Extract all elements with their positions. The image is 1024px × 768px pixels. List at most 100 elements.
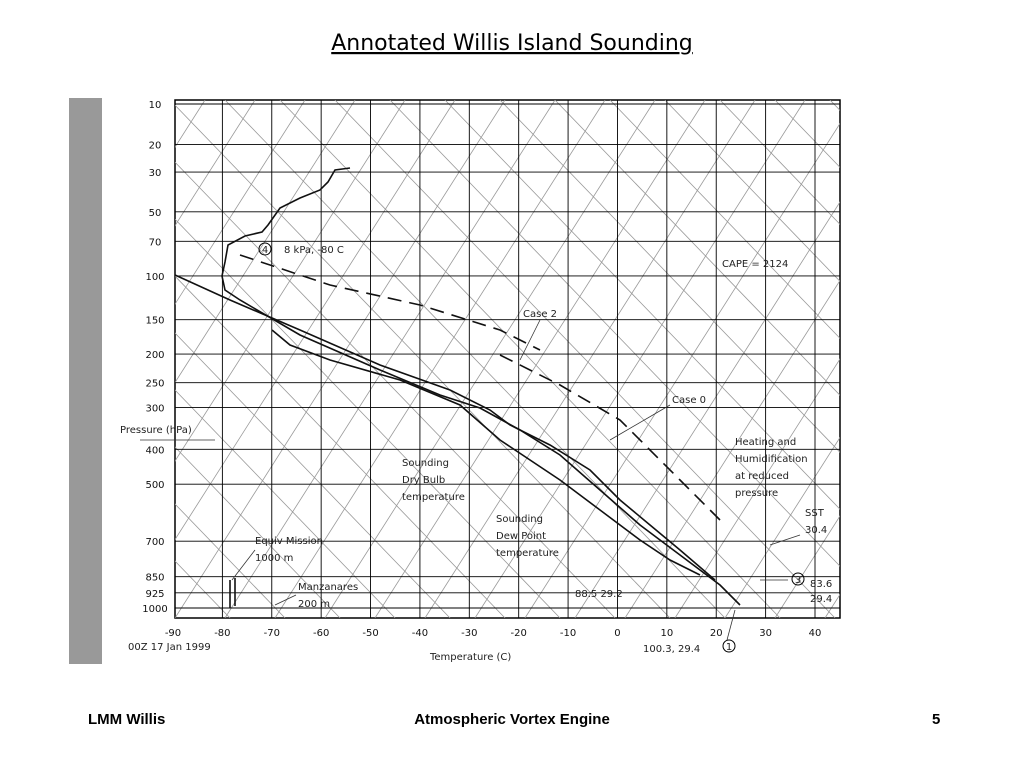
x-tick-label: 30 <box>759 628 772 639</box>
skew-line <box>875 100 1024 618</box>
skew-line <box>175 100 506 618</box>
adiabat-line <box>279 100 781 618</box>
x-tick-label: -10 <box>560 628 576 639</box>
x-axis-label: Temperature (C) <box>429 652 511 663</box>
skew-line <box>274 100 606 618</box>
skew-line <box>175 100 356 384</box>
label: 4 <box>262 245 268 256</box>
case2 <box>239 254 541 351</box>
y-tick-label: 925 <box>145 589 164 600</box>
y-tick-label: 100 <box>145 272 164 283</box>
skew-line <box>175 100 456 541</box>
adiabat-line <box>940 100 1024 618</box>
label: Sounding <box>496 514 543 525</box>
circle-4 <box>258 242 272 256</box>
x-tick-label: 0 <box>614 628 620 639</box>
x-tick-label: -90 <box>165 628 181 639</box>
y-axis-label: Pressure (hPa) <box>120 425 192 436</box>
label: temperature <box>496 548 559 559</box>
x-tick-label: -30 <box>461 628 477 639</box>
adiabat-line <box>774 100 840 168</box>
y-tick-label: 300 <box>145 403 164 414</box>
label: Case 2 <box>523 309 557 320</box>
label: 88.5 29.2 <box>575 589 623 600</box>
adiabat-line <box>829 100 840 111</box>
adiabat-line <box>175 446 341 618</box>
skew-line <box>324 100 656 618</box>
x-tick-label: -80 <box>214 628 230 639</box>
adiabat-line <box>175 332 451 618</box>
footer-center: Atmospheric Vortex Engine <box>414 711 610 728</box>
y-tick-label: 30 <box>149 168 162 179</box>
skew-line <box>975 100 1024 618</box>
date: 00Z 17 Jan 1999 <box>128 642 211 653</box>
x-tick-label: -60 <box>313 628 329 639</box>
circle-3 <box>791 572 805 586</box>
adiabat-line <box>334 100 836 618</box>
label: 100.3, 29.4 <box>643 644 700 655</box>
adiabat-line <box>389 100 840 567</box>
label: Humidification <box>735 454 808 465</box>
adiabat-line <box>499 100 840 453</box>
side-bar <box>69 98 102 664</box>
circle-1 <box>722 639 736 653</box>
y-tick-label: 20 <box>149 140 162 151</box>
adiabat-line <box>175 503 286 618</box>
skew-line <box>175 100 306 305</box>
y-tick-label: 50 <box>149 208 162 219</box>
skew-line <box>824 593 840 618</box>
x-tick-label: -50 <box>362 628 378 639</box>
skew-line <box>674 358 840 618</box>
label: 30.4 <box>805 525 827 536</box>
parcel <box>271 329 701 576</box>
y-tick-label: 250 <box>145 379 164 390</box>
label: 8 kPa, -80 C <box>284 245 344 256</box>
title: Annotated Willis Island Sounding <box>331 31 693 56</box>
label: 1 <box>726 642 732 653</box>
case0 <box>499 354 721 521</box>
skew-line <box>424 100 756 618</box>
label: 29.4 <box>810 594 832 605</box>
label: Sounding <box>402 458 449 469</box>
skew-line <box>524 122 840 618</box>
dry-bulb <box>221 167 741 606</box>
skew-line <box>175 100 256 227</box>
y-tick-label: 700 <box>145 537 164 548</box>
adiabat-line <box>175 560 231 618</box>
label: Equiv Mission <box>255 536 323 547</box>
adiabat-line <box>444 100 840 510</box>
y-tick-label: 150 <box>145 316 164 327</box>
x-tick-label: 20 <box>710 628 723 639</box>
label: Case 0 <box>672 395 706 406</box>
adiabat-line <box>224 100 726 618</box>
dew-point <box>175 274 716 581</box>
adiabat-line <box>175 275 506 618</box>
label: 1000 m <box>255 553 293 564</box>
y-tick-label: 500 <box>145 480 164 491</box>
label: 200 m <box>298 599 330 610</box>
label: Heating and <box>735 437 796 448</box>
leaders <box>140 319 801 641</box>
skew-line <box>374 100 706 618</box>
x-tick-label: -70 <box>264 628 280 639</box>
label: SST <box>805 508 825 519</box>
adiabat-line <box>664 100 840 282</box>
adiabat-line <box>175 389 396 618</box>
y-tick-label: 1000 <box>142 604 167 615</box>
footer-right: 5 <box>932 711 940 728</box>
x-tick-label: -20 <box>511 628 527 639</box>
label: temperature <box>402 492 465 503</box>
skew-line <box>224 100 556 618</box>
label: CAPE = 2124 <box>722 259 788 270</box>
x-tick-label: 40 <box>809 628 822 639</box>
y-tick-label: 70 <box>149 237 162 248</box>
label: Manzanares <box>298 582 358 593</box>
adiabat-line <box>175 218 561 618</box>
skew-line <box>724 436 840 618</box>
x-tick-label: -40 <box>412 628 428 639</box>
skew-line <box>624 279 840 618</box>
y-tick-label: 10 <box>149 100 162 111</box>
label: at reduced <box>735 471 789 482</box>
label: Dry Bulb <box>402 475 445 486</box>
